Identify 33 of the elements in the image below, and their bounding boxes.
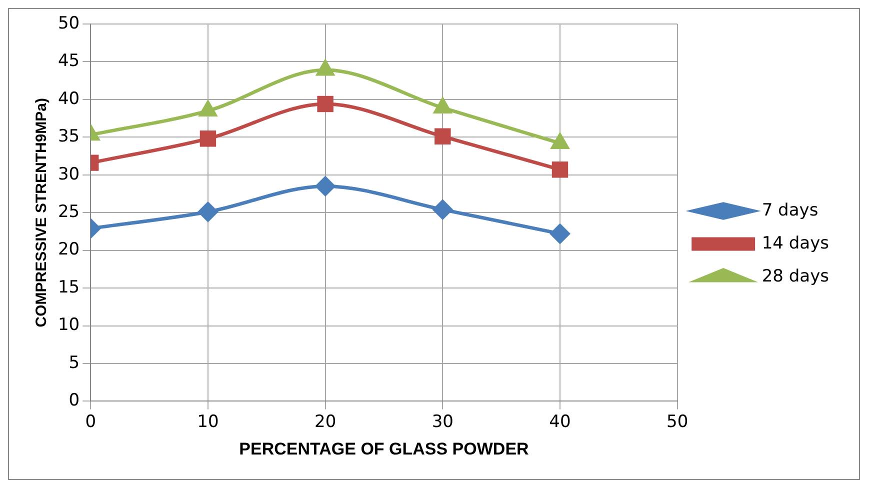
y-tick-label: 10 [58,315,80,336]
x-axis-title: PERCENTAGE OF GLASS POWDER [239,439,529,458]
point [200,130,216,147]
y-tick-label: 5 [68,352,80,373]
x-tick-label: 50 [666,412,688,432]
x-tick-label: 40 [549,412,571,432]
point [550,224,570,244]
point [434,128,451,145]
y-tick-label: 35 [58,126,80,147]
y-tick-label: 50 [58,13,80,34]
legend-label: 7 days [762,200,818,220]
y-tick-label: 25 [58,202,80,222]
point [199,101,217,117]
y-tick-label: 15 [58,277,80,298]
x-tick-label: 10 [197,412,219,432]
point [551,133,569,149]
y-axis-title: COMPRESSIVE STRENTH9MPa) [33,98,50,328]
x-tick-label: 30 [432,412,454,432]
y-tick-label: 30 [58,164,80,184]
point [316,176,336,196]
x-tick-label: 0 [85,412,96,432]
x-tick-label: 20 [314,412,336,432]
point [316,60,334,76]
y-tick-label: 20 [58,240,80,260]
legend-label: 14 days [762,233,830,254]
y-tick-label: 40 [58,88,80,109]
y-tick-label: 0 [68,390,80,411]
point [552,161,568,178]
point [432,200,452,220]
point [198,202,218,222]
legend-label: 28 days [762,266,830,286]
point [434,98,452,114]
y-tick-label: 45 [58,51,80,72]
